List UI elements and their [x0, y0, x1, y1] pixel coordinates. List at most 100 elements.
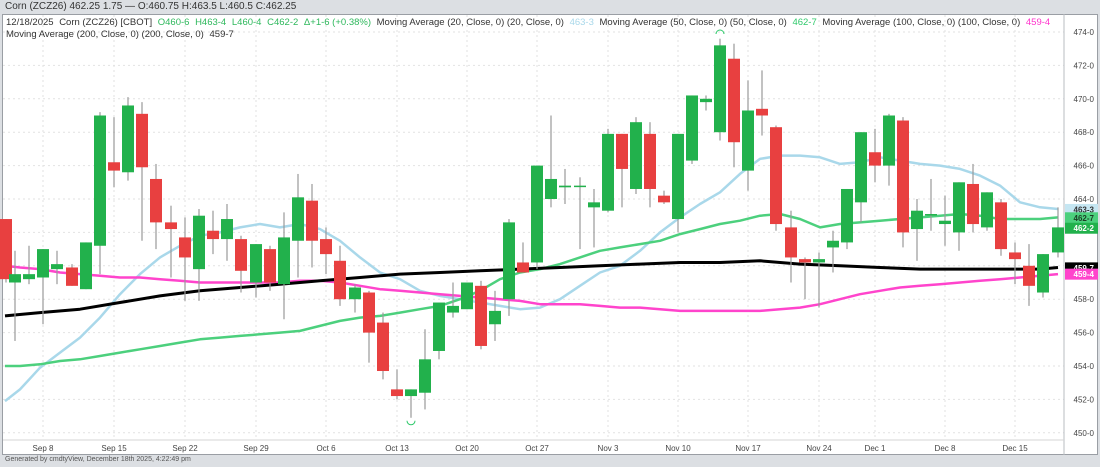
- candle-body-down: [517, 262, 529, 273]
- x-tick-label: Dec 15: [1002, 444, 1028, 453]
- candle-body-up: [503, 222, 515, 300]
- candle-body-down: [799, 259, 811, 263]
- candle-body-up: [841, 188, 853, 243]
- candle-body-down: [995, 202, 1007, 250]
- candle-body-up: [714, 45, 726, 133]
- legend-symbol: Corn (ZCZ26) [CBOT]: [59, 17, 153, 28]
- candle-body-up: [349, 287, 361, 300]
- legend-ma200-label: Moving Average (200, Close, 0) (200, Clo…: [6, 29, 204, 40]
- y-tick-label: 468-0: [1074, 128, 1095, 137]
- candle-body-up: [939, 220, 951, 225]
- candle-body-down: [235, 239, 247, 271]
- candle-body-up: [686, 95, 698, 161]
- candle-body-down: [165, 222, 177, 230]
- x-tick-label: Oct 20: [455, 444, 479, 453]
- candle-body-up: [1052, 227, 1064, 253]
- price-tag-label: 462-7: [1074, 214, 1095, 223]
- y-tick-label: 470-0: [1074, 95, 1095, 104]
- candle-body-up: [953, 182, 965, 233]
- candle-body-up: [419, 359, 431, 393]
- candle-body-down: [391, 389, 403, 397]
- candle-body-up: [94, 115, 106, 246]
- candle-body-down: [756, 108, 768, 116]
- candle-body-up: [630, 122, 642, 189]
- price-tag: [1065, 212, 1098, 224]
- candle-body-down: [363, 292, 375, 333]
- x-tick-label: Nov 24: [806, 444, 832, 453]
- ma-line-ma200: [4, 259, 1059, 318]
- candle-body-down: [108, 162, 120, 171]
- candle-body-down: [967, 183, 979, 225]
- candle-body-up: [292, 197, 304, 241]
- candle-body-down: [320, 239, 332, 255]
- candle-body-down: [616, 133, 628, 169]
- extreme-marker-icon: [406, 420, 416, 426]
- candle-body-up: [250, 244, 262, 283]
- legend-ma100-value: 459-4: [1025, 17, 1051, 28]
- candle-body-up: [9, 274, 21, 283]
- price-tag: [1065, 203, 1098, 215]
- candle-body-down: [264, 249, 276, 283]
- y-tick-label: 466-0: [1074, 162, 1095, 171]
- x-tick-label: Sep 8: [33, 444, 54, 453]
- legend-ma200-value: 459-7: [209, 29, 234, 40]
- candle-body-up: [51, 264, 63, 270]
- chart-legend: 12/18/2025 Corn (ZCZ26) [CBOT] O460-6 H4…: [6, 17, 1053, 41]
- candle-body-down: [644, 133, 656, 189]
- candle-body-down: [1023, 265, 1035, 286]
- candle-body-up: [827, 240, 839, 248]
- legend-open: O460-6: [157, 17, 190, 28]
- candle-body-down: [475, 285, 487, 346]
- candle-body-down: [179, 237, 191, 258]
- x-tick-label: Nov 17: [735, 444, 761, 453]
- ma-line-ma100: [4, 264, 1059, 313]
- candle-body-up: [883, 115, 895, 166]
- candle-body-up: [80, 242, 92, 290]
- candle-body-down: [66, 267, 78, 286]
- candle-body-up: [602, 133, 614, 211]
- instrument-header: Corn (ZCZ26) 462.25 1.75 — O:460.75 H:46…: [5, 1, 297, 12]
- x-tick-label: Sep 29: [243, 444, 269, 453]
- candle-body-up: [405, 389, 417, 397]
- candle-body-down: [785, 227, 797, 258]
- candle-body-up: [193, 215, 205, 270]
- extreme-marker-icon: [715, 29, 725, 35]
- x-tick-label: Oct 6: [316, 444, 336, 453]
- candle-body-up: [813, 259, 825, 263]
- candle-body-up: [23, 274, 35, 280]
- candle-body-up: [855, 132, 867, 203]
- candle-body-down: [728, 58, 740, 143]
- candle-body-down: [207, 230, 219, 240]
- candle-body-up: [911, 210, 923, 230]
- candle-body-up: [221, 219, 233, 240]
- x-tick-label: Dec 8: [935, 444, 956, 453]
- legend-close: C462-2: [267, 17, 299, 28]
- candle-body-up: [1037, 254, 1049, 293]
- legend-low: L460-4: [231, 17, 262, 28]
- price-tag: [1065, 262, 1098, 274]
- candle-body-up: [531, 165, 543, 263]
- legend-line-2: Moving Average (200, Close, 0) (200, Clo…: [6, 29, 1053, 41]
- candle-body-down: [136, 113, 148, 168]
- candle-body-down: [150, 178, 162, 223]
- price-tag: [1065, 222, 1098, 234]
- y-tick-label: 474-0: [1074, 28, 1095, 37]
- y-tick-label: 472-0: [1074, 61, 1095, 70]
- legend-ma50-label: Moving Average (50, Close, 0) (50, Close…: [599, 17, 787, 28]
- price-tag: [1065, 268, 1098, 280]
- legend-ma100-label: Moving Average (100, Close, 0) (100, Clo…: [822, 17, 1021, 28]
- y-tick-label: 464-0: [1074, 195, 1095, 204]
- legend-date: 12/18/2025: [6, 17, 54, 28]
- y-tick-label: 454-0: [1074, 362, 1095, 371]
- candle-body-up: [37, 249, 49, 278]
- candle-body-up: [588, 202, 600, 208]
- x-tick-label: Sep 15: [101, 444, 127, 453]
- candle-body-up: [925, 214, 937, 216]
- y-tick-label: 450-0: [1074, 429, 1095, 438]
- candle-body-up: [574, 185, 586, 188]
- price-tag-label: 459-4: [1074, 270, 1095, 279]
- candle-body-down: [770, 127, 782, 225]
- ma-line-ma50: [5, 212, 1059, 368]
- y-tick-label: 456-0: [1074, 329, 1095, 338]
